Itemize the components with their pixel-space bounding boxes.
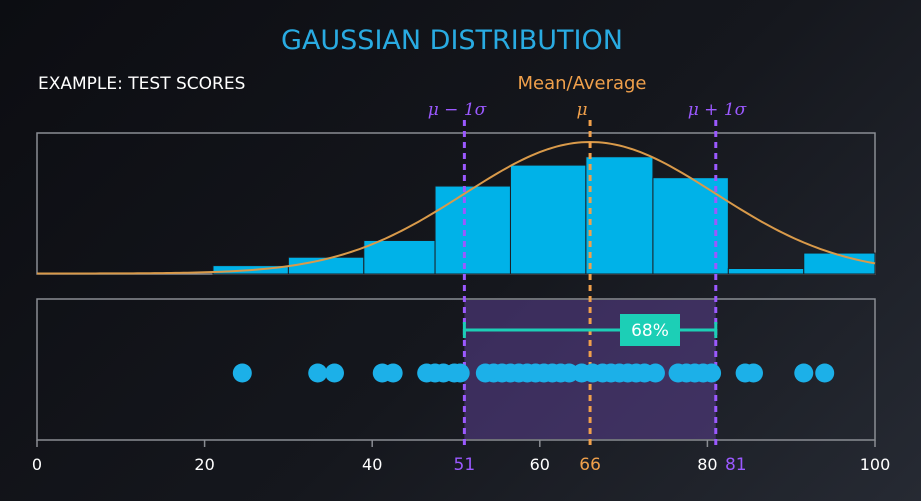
score-dot-37 [743,363,763,383]
axis-label-60: 60 [530,455,550,474]
score-dot-1 [232,363,252,383]
histogram-bar-5 [509,164,587,275]
histogram-bar-8 [727,268,805,275]
axis-label-100: 100 [860,455,891,474]
score-dot-30 [645,363,665,383]
percent-badge [620,314,680,346]
histogram-bar-9 [803,252,876,275]
histogram-bar-3 [363,240,436,275]
mu-label: μ [576,100,587,120]
axis-label-20: 20 [194,455,214,474]
chart-title: GAUSSIAN DISTRIBUTION [281,25,623,56]
score-dot-10 [450,363,470,383]
score-dot-39 [815,363,835,383]
score-dot-5 [383,363,403,383]
histogram-bar-6 [585,156,654,275]
chart-subtitle: EXAMPLE: TEST SCORES [38,74,245,94]
dotplot-frame [36,298,876,441]
axis-label-0: 0 [32,455,42,474]
axis-label-40: 40 [362,455,382,474]
histogram-bar-7 [652,177,729,275]
mean-label: Mean/Average [517,73,646,94]
percent-label: 68% [631,321,669,341]
sigma-plus-label: μ + 1σ [688,100,747,120]
axis-marker-mean-label: 66 [579,455,601,475]
score-dot-3 [324,363,344,383]
axis-marker-plus-label: 81 [725,455,747,475]
axis-label-80: 80 [697,455,717,474]
axis-marker-minus-label: 51 [454,455,476,475]
gaussian-curve [37,140,876,275]
sigma-minus-label: μ − 1σ [428,100,487,120]
histogram-bar-4 [434,185,511,275]
score-dot-38 [794,363,814,383]
score-dot-2 [308,363,328,383]
score-dot-35 [702,363,722,383]
